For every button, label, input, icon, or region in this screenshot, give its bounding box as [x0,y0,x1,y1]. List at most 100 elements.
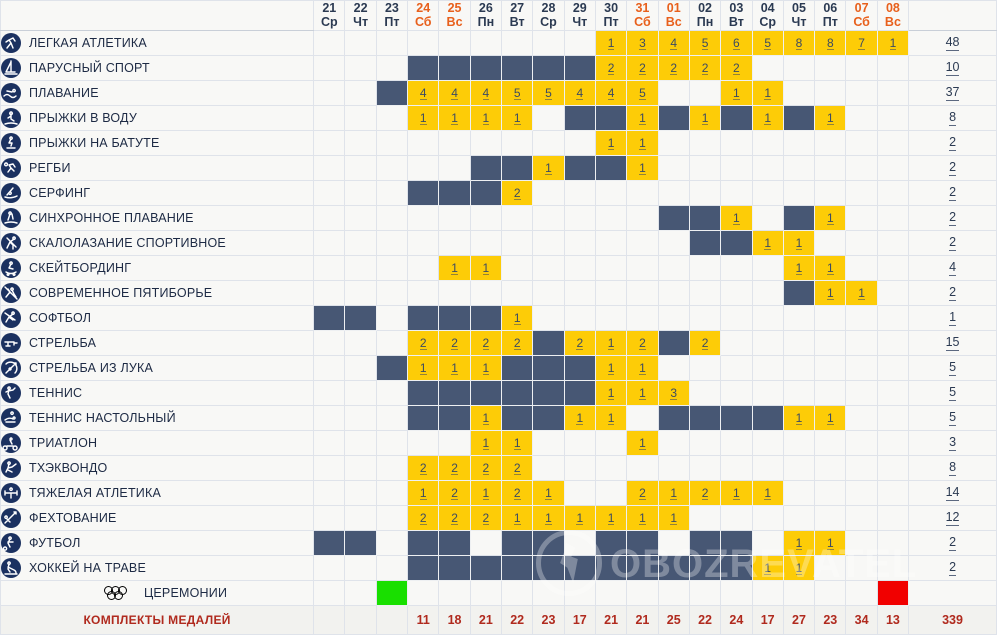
sport-total-value: 5 [949,385,957,401]
sport-name-cell[interactable]: СКЕЙТБОРДИНГ [0,255,315,281]
header-day-23: 23 Пт [375,0,409,31]
sport-name-cell[interactable]: ПРЫЖКИ В ВОДУ [0,105,315,131]
empty-cell [751,155,784,181]
event-day-cell [344,305,377,331]
empty-cell [344,480,377,506]
medal-count-cell: 1 [594,355,628,381]
sport-name-cell[interactable]: ФЕХТОВАНИЕ [0,505,315,531]
header-day-weekday: Вс [665,14,682,29]
header-day-weekday: Чт [791,14,807,29]
medal-count-cell: 4 [563,80,596,106]
empty-cell [720,455,753,481]
empty-cell [375,505,409,531]
event-day-cell [501,55,534,81]
header-day-weekday: Сб [414,14,432,29]
medal-count-value: 1 [607,336,615,350]
empty-cell [845,355,878,381]
event-day-cell [657,205,690,231]
sport-name-cell[interactable]: ФУТБОЛ [0,530,315,556]
sport-total-cell: 4 [908,255,997,281]
empty-cell [876,105,910,131]
medal-count-value: 1 [764,111,772,125]
empty-cell [845,580,878,606]
sport-name-cell[interactable]: СОВРЕМЕННОЕ ПЯТИБОРЬЕ [0,280,315,306]
medal-sets-label: КОМПЛЕКТЫ МЕДАЛЕЙ [0,605,315,635]
medal-count-value: 2 [701,61,709,75]
empty-cell [814,430,847,456]
empty-cell [782,430,816,456]
ceremonies-total-cell [908,580,997,606]
sport-name-cell[interactable]: СТРЕЛЬБА ИЗ ЛУКА [0,355,315,381]
sport-name-cell[interactable]: РЕГБИ [0,155,315,181]
sport-name-cell[interactable]: ТЕННИС [0,380,315,406]
medal-count-cell: 1 [626,155,659,181]
empty-cell [845,55,878,81]
medal-count-value: 2 [419,461,427,475]
header-day-weekday: Пн [696,14,714,29]
header-day-weekday: Чт [353,14,369,29]
medal-sets-day-total: 17 [751,605,784,635]
sport-name-cell[interactable]: ТЯЖЕЛАЯ АТЛЕТИКА [0,480,315,506]
medal-count-cell: 1 [814,530,847,556]
sport-name-cell[interactable]: ПЛАВАНИЕ [0,80,315,106]
event-day-cell [438,405,471,431]
event-day-cell [688,205,722,231]
medal-count-value: 1 [733,486,740,500]
sport-name-cell[interactable]: СКАЛОЛАЗАНИЕ СПОРТИВНОЕ [0,230,315,256]
sport-name-cell[interactable]: ПРЫЖКИ НА БАТУТЕ [0,130,315,156]
empty-cell [469,530,503,556]
medal-count-cell: 1 [501,430,534,456]
sport-name-cell[interactable]: ТРИАТЛОН [0,430,315,456]
closing-ceremony-cell [876,580,910,606]
empty-cell [751,505,784,531]
table-row: СЕРФИНГ 2 2 [0,180,997,206]
medal-sets-day-total: 11 [407,605,440,635]
ceremonies-label: ЦЕРЕМОНИИ [143,586,228,600]
empty-cell [375,555,409,581]
medal-count-value: 1 [795,561,803,575]
archery-icon [1,358,21,378]
empty-cell [814,230,847,256]
medal-count-cell: 1 [845,280,878,306]
empty-cell [876,155,910,181]
sport-name-cell[interactable]: СТРЕЛЬБА [0,330,315,356]
sport-label: ПАРУСНЫЙ СПОРТ [29,61,150,75]
medal-count-value: 1 [482,111,490,125]
sport-total-cell: 2 [908,530,997,556]
empty-cell [375,30,409,56]
sport-name-cell[interactable]: ПАРУСНЫЙ СПОРТ [0,55,315,81]
empty-cell [814,180,847,206]
sport-name-cell[interactable]: ЛЕГКАЯ АТЛЕТИКА [0,30,315,56]
empty-cell [563,430,596,456]
empty-cell [375,305,409,331]
medal-count-value: 1 [639,436,646,450]
header-day-27: 27 Вт [501,0,534,31]
event-day-cell [563,555,596,581]
medal-count-value: 1 [670,486,678,500]
sport-name-cell[interactable]: СЕРФИНГ [0,180,315,206]
sport-total-value: 15 [945,335,960,351]
sport-name-cell[interactable]: ХОККЕЙ НА ТРАВЕ [0,555,315,581]
medal-count-value: 4 [482,86,490,100]
sport-name-cell[interactable]: СОФТБОЛ [0,305,315,331]
empty-cell [594,205,628,231]
empty-cell [344,430,377,456]
event-day-cell [688,530,722,556]
medal-count-value: 1 [764,561,772,575]
medal-count-value: 5 [701,36,709,50]
empty-cell [532,30,565,56]
medal-count-value: 2 [513,336,521,350]
header-day-weekday: Вс [884,14,901,29]
sport-name-cell[interactable]: ТХЭКВОНДО [0,455,315,481]
medal-count-cell: 1 [782,230,816,256]
sport-name-cell[interactable]: ТЕННИС НАСТОЛЬНЫЙ [0,405,315,431]
medal-count-value: 1 [451,111,458,125]
header-day-number: 04 [760,1,775,15]
sport-name-cell[interactable]: СИНХРОННОЕ ПЛАВАНИЕ [0,205,315,231]
medal-count-cell: 1 [438,355,471,381]
table-row: ТЕННИС НАСТОЛЬНЫЙ 1 1 1 1 1 5 [0,405,997,431]
header-day-weekday: Пн [477,14,495,29]
empty-cell [594,480,628,506]
empty-cell [876,255,910,281]
medal-count-cell: 1 [532,155,565,181]
